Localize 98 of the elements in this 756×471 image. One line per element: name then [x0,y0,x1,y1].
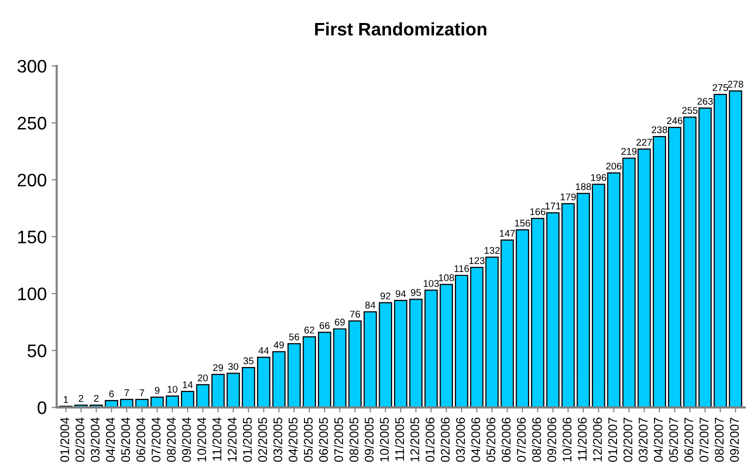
data-label: 29 [213,364,223,372]
x-tick-label: 06/2005 [318,418,328,462]
x-tick-label: 09/2005 [364,418,374,462]
data-label: 62 [304,326,314,334]
data-label: 7 [124,389,129,396]
x-tick-label: 03/2004 [90,418,100,462]
data-label: 94 [396,290,406,298]
data-label: 14 [182,381,193,388]
data-label: 171 [546,202,561,210]
x-tick-label: 02/2007 [623,418,632,462]
data-label: 1 [64,396,68,403]
x-tick-label: 07/2005 [334,418,344,462]
data-label: 49 [274,341,284,348]
x-tick-label: 09/2006 [547,418,556,462]
data-label: 10 [168,386,178,393]
x-tick-label: 10/2004 [196,418,206,462]
data-label: 147 [500,230,515,237]
data-label: 238 [652,126,668,134]
data-label: 263 [697,98,713,105]
data-label: 108 [438,274,454,282]
x-tick-label: 02/2004 [75,418,84,462]
data-label: 30 [228,363,238,370]
x-tick-label: 09/2007 [730,418,739,462]
x-tick-label: 03/2007 [638,418,648,462]
data-label: 7 [140,389,144,396]
data-label: 116 [454,265,469,272]
data-label: 132 [484,246,500,254]
data-label: 9 [154,386,160,394]
data-label: 188 [576,183,592,190]
data-label: 255 [682,106,698,114]
y-tick-label: 50 [28,344,46,358]
data-label: 66 [320,322,330,329]
data-label: 156 [515,220,530,227]
x-tick-label: 06/2006 [501,418,511,462]
x-tick-label: 05/2006 [486,418,496,462]
data-label: 56 [289,333,300,340]
data-label: 103 [424,280,439,287]
x-tick-label: 07/2007 [699,418,708,462]
x-tick-label: 06/2007 [684,418,694,462]
x-tick-label: 09/2004 [182,418,191,462]
x-tick-label: 05/2005 [304,418,313,462]
y-tick-label: 200 [18,174,46,186]
x-tick-label: 01/2004 [60,418,70,462]
data-label: 69 [334,318,345,326]
x-tick-label: 08/2006 [532,418,542,462]
x-tick-label: 08/2004 [166,418,176,462]
data-label: 20 [198,374,208,382]
x-tick-label: 04/2005 [288,418,298,462]
y-tick-label: 150 [18,230,46,244]
x-tick-label: 04/2007 [654,418,663,462]
x-tick-label: 04/2004 [106,418,115,462]
x-tick-label: 01/2005 [242,418,252,462]
data-label: 6 [109,390,114,398]
data-label: 275 [712,84,728,92]
data-label: 2 [78,394,84,402]
x-tick-label: 07/2004 [151,418,161,462]
x-tick-label: 07/2006 [516,418,526,462]
x-tick-label: 12/2004 [227,418,237,462]
y-tick-label: 300 [18,60,46,73]
data-label: 84 [365,302,376,308]
x-tick-label: 11/2006 [578,418,587,460]
y-tick-label: 0 [38,401,46,414]
x-tick-label: 12/2006 [592,418,602,462]
data-label: 35 [243,357,254,364]
x-tick-label: 10/2006 [562,418,572,462]
data-label: 123 [469,257,484,264]
x-tick-label: 01/2007 [608,418,618,462]
chart-title: First Randomization [315,22,486,36]
x-tick-label: 04/2006 [470,418,480,462]
x-tick-label: 11/2005 [394,418,404,460]
x-tick-label: 03/2005 [273,418,282,462]
x-tick-label: 02/2005 [258,418,268,462]
data-label: 227 [636,138,652,146]
x-tick-label: 01/2006 [425,418,434,462]
data-label: 219 [621,148,637,155]
y-tick-label: 100 [18,288,46,300]
x-tick-label: 05/2004 [120,418,130,462]
x-tick-label: 03/2006 [456,418,465,462]
data-label: 166 [530,208,546,216]
data-label: 95 [410,289,421,296]
data-label: 206 [606,162,622,170]
data-label: 196 [591,174,606,182]
data-label: 92 [380,292,390,300]
data-label: 76 [350,310,360,318]
x-tick-label: 12/2005 [410,418,420,462]
x-tick-label: 11/2004 [212,418,222,460]
x-tick-label: 06/2004 [136,418,146,462]
data-label: 2 [94,394,98,402]
data-label: 278 [728,80,744,88]
data-label: 44 [258,347,269,354]
x-tick-label: 10/2005 [380,418,389,462]
y-tick-label: 250 [18,116,46,130]
x-tick-label: 08/2005 [349,418,358,462]
data-label: 246 [667,117,682,124]
data-label: 179 [560,193,576,200]
x-tick-label: 02/2006 [440,418,450,462]
x-tick-label: 05/2007 [668,418,678,462]
x-tick-label: 08/2007 [714,418,724,462]
